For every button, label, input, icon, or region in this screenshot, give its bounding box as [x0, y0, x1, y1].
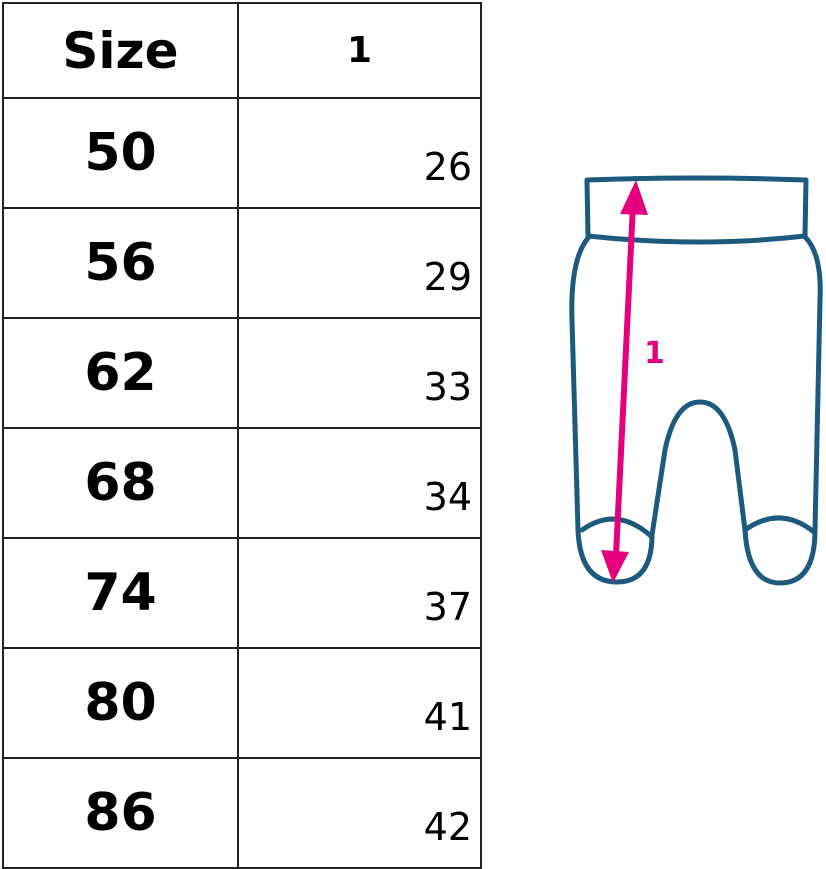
size-cell: 74: [2, 537, 239, 649]
table-row: 68 34: [2, 427, 482, 539]
table-row: 56 29: [2, 207, 482, 319]
waistband: [584, 175, 809, 245]
value-cell: 42: [237, 757, 482, 869]
size-cell: 68: [2, 427, 239, 539]
measure-label: 1: [644, 336, 665, 371]
table-row: 50 26: [2, 97, 482, 209]
value-cell: 34: [237, 427, 482, 539]
right-foot-cuff: [742, 515, 817, 535]
pants-diagram: 1: [569, 175, 823, 586]
size-cell: 62: [2, 317, 239, 429]
table-row: 74 37: [2, 537, 482, 649]
header-measure-1: 1: [237, 2, 482, 99]
value-cell: 33: [237, 317, 482, 429]
value-cell: 29: [237, 207, 482, 319]
size-cell: 50: [2, 97, 239, 209]
measure-arrow: [601, 180, 648, 583]
size-cell: 80: [2, 647, 239, 759]
table-row: 80 41: [2, 647, 482, 759]
size-table: Size 1 50 26 56 29 62 33 68 34 74 37 80 41 86 4…: [2, 2, 482, 869]
header-size: Size: [2, 2, 239, 99]
value-cell: 37: [237, 537, 482, 649]
size-cell: 56: [2, 207, 239, 319]
value-cell: 26: [237, 97, 482, 209]
table-row: 62 33: [2, 317, 482, 429]
size-cell: 86: [2, 757, 239, 869]
table-header-row: Size 1: [2, 2, 482, 99]
pants-outline: [569, 175, 823, 586]
pants-body: [569, 235, 823, 586]
table-row: 86 42: [2, 757, 482, 869]
